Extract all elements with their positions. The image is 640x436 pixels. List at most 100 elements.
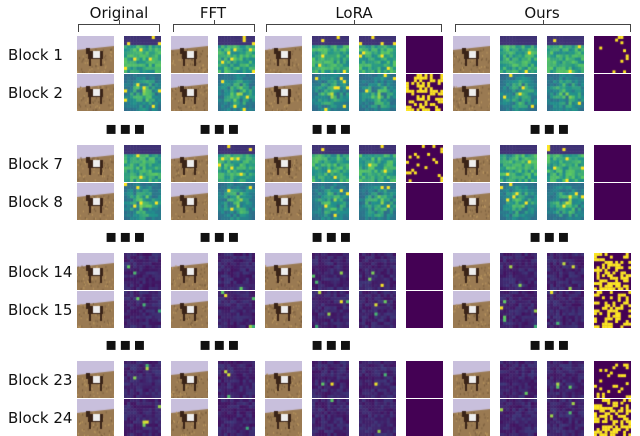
mask-tile [406, 36, 443, 73]
image-tile [171, 74, 208, 111]
bracket-lora [266, 20, 442, 32]
attention-map-tile [359, 145, 396, 182]
mask-tile [406, 74, 443, 111]
attention-map-tile [312, 145, 349, 182]
image-tile [453, 253, 490, 290]
attention-map-tile [218, 291, 255, 328]
attention-map-tile [547, 74, 584, 111]
image-tile [171, 253, 208, 290]
image-tile [77, 36, 114, 73]
attention-map-tile [218, 183, 255, 220]
image-tile [265, 74, 302, 111]
attention-map-tile [500, 361, 537, 398]
attention-map-tile [359, 399, 396, 436]
group-label-original: Original [89, 4, 149, 22]
mask-tile [406, 253, 443, 290]
ellipsis: ▪▪▪ [199, 226, 242, 247]
image-tile [77, 183, 114, 220]
bracket-original [78, 20, 160, 32]
mask-tile [594, 74, 631, 111]
image-tile [453, 183, 490, 220]
bracket-fft [173, 20, 255, 32]
mask-tile [594, 361, 631, 398]
ellipsis: ▪▪▪ [529, 118, 572, 139]
attention-map-tile [124, 36, 161, 73]
row-label-block-15: Block 15 [8, 301, 73, 319]
ellipsis: ▪▪▪ [105, 118, 148, 139]
attention-map-tile [124, 291, 161, 328]
image-tile [77, 399, 114, 436]
attention-map-tile [124, 253, 161, 290]
row-label-block-1: Block 1 [8, 46, 63, 64]
row-label-block-24: Block 24 [8, 409, 73, 427]
attention-map-tile [359, 74, 396, 111]
attention-map-tile [218, 361, 255, 398]
attention-map-tile [124, 145, 161, 182]
image-tile [265, 291, 302, 328]
image-tile [453, 145, 490, 182]
attention-map-tile [312, 36, 349, 73]
image-tile [77, 291, 114, 328]
image-tile [171, 145, 208, 182]
mask-tile [594, 399, 631, 436]
attention-map-tile [547, 361, 584, 398]
image-tile [265, 183, 302, 220]
image-tile [453, 361, 490, 398]
mask-tile [594, 145, 631, 182]
attention-map-tile [500, 291, 537, 328]
attention-map-tile [312, 74, 349, 111]
ellipsis: ▪▪▪ [105, 334, 148, 355]
attention-map-tile [500, 74, 537, 111]
attention-map-tile [500, 399, 537, 436]
image-tile [453, 399, 490, 436]
ellipsis: ▪▪▪ [311, 226, 354, 247]
attention-map-tile [500, 183, 537, 220]
mask-tile [406, 183, 443, 220]
image-tile [265, 253, 302, 290]
mask-tile [594, 291, 631, 328]
mask-tile [406, 361, 443, 398]
image-tile [265, 399, 302, 436]
image-tile [77, 74, 114, 111]
image-tile [171, 361, 208, 398]
attention-map-tile [500, 145, 537, 182]
ellipsis: ▪▪▪ [529, 226, 572, 247]
image-tile [171, 399, 208, 436]
mask-tile [594, 253, 631, 290]
ellipsis: ▪▪▪ [311, 118, 354, 139]
attention-map-tile [359, 361, 396, 398]
attention-map-tile [312, 253, 349, 290]
row-label-block-2: Block 2 [8, 84, 63, 102]
image-tile [265, 145, 302, 182]
attention-map-tile [312, 399, 349, 436]
mask-tile [406, 399, 443, 436]
mask-tile [594, 183, 631, 220]
attention-map-tile [124, 183, 161, 220]
mask-tile [406, 291, 443, 328]
image-tile [171, 36, 208, 73]
image-tile [77, 253, 114, 290]
image-tile [453, 36, 490, 73]
attention-map-tile [359, 36, 396, 73]
attention-map-tile [547, 183, 584, 220]
attention-map-tile [124, 74, 161, 111]
group-label-fft: FFT [199, 4, 227, 22]
attention-map-tile [547, 145, 584, 182]
attention-map-tile [359, 291, 396, 328]
attention-map-tile [218, 399, 255, 436]
attention-map-tile [218, 36, 255, 73]
bracket-ours [455, 20, 631, 32]
attention-map-tile [124, 399, 161, 436]
attention-map-tile [547, 253, 584, 290]
image-tile [77, 145, 114, 182]
ellipsis: ▪▪▪ [105, 226, 148, 247]
attention-map-tile [547, 399, 584, 436]
image-tile [77, 361, 114, 398]
attention-map-tile [547, 36, 584, 73]
row-label-block-23: Block 23 [8, 371, 73, 389]
row-label-block-8: Block 8 [8, 193, 63, 211]
attention-map-tile [359, 183, 396, 220]
ellipsis: ▪▪▪ [199, 334, 242, 355]
attention-map-tile [500, 253, 537, 290]
